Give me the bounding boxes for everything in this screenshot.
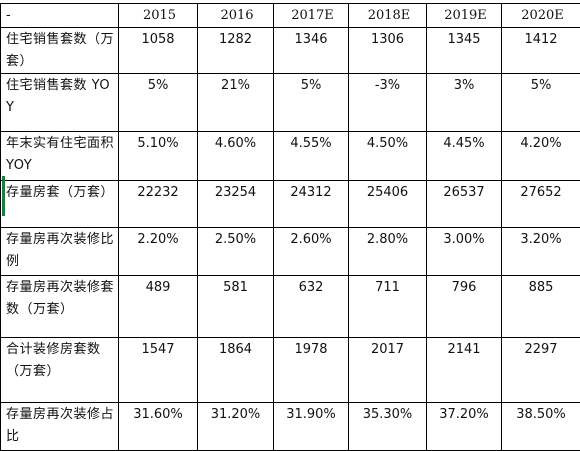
value-cell[interactable]: 26537 — [427, 181, 502, 228]
row-label-cell[interactable]: 合计装修房套数（万套） — [1, 338, 119, 403]
year-header-cell[interactable]: 2019E — [427, 4, 502, 28]
table-row: 合计装修房套数（万套） 1547 1864 1978 2017 2141 229… — [1, 338, 580, 403]
value-cell[interactable]: 4.60% — [198, 132, 274, 181]
value-cell[interactable]: 796 — [427, 276, 502, 338]
value-cell[interactable]: 2297 — [502, 338, 580, 403]
year-header-cell[interactable]: 2020E — [502, 4, 580, 28]
value-cell[interactable]: 1346 — [274, 28, 349, 74]
value-cell[interactable]: 1345 — [427, 28, 502, 74]
value-cell[interactable]: 37.20% — [427, 403, 502, 451]
year-header-cell[interactable]: 2015 — [119, 4, 198, 28]
table-row: 存量房再次装修比例 2.20% 2.50% 2.60% 2.80% 3.00% … — [1, 228, 580, 276]
value-cell[interactable]: 38.50% — [502, 403, 580, 451]
value-cell[interactable]: 2141 — [427, 338, 502, 403]
value-cell[interactable]: 31.90% — [274, 403, 349, 451]
value-cell[interactable]: 581 — [198, 276, 274, 338]
value-cell[interactable]: 3.20% — [502, 228, 580, 276]
value-cell[interactable]: 4.20% — [502, 132, 580, 181]
value-cell[interactable]: 3.00% — [427, 228, 502, 276]
row-label-cell[interactable]: 存量房再次装修比例 — [1, 228, 119, 276]
table-row: 存量房再次装修占比 31.60% 31.20% 31.90% 35.30% 37… — [1, 403, 580, 451]
selected-row-marker — [2, 176, 5, 216]
value-cell[interactable]: 1547 — [119, 338, 198, 403]
value-cell[interactable]: 21% — [198, 74, 274, 132]
value-cell[interactable]: 25406 — [349, 181, 427, 228]
table-row: 住宅销售套数 YOY 5% 21% 5% -3% 3% 5% — [1, 74, 580, 132]
year-header-cell[interactable]: 2017E — [274, 4, 349, 28]
value-cell[interactable]: 24312 — [274, 181, 349, 228]
value-cell[interactable]: 3% — [427, 74, 502, 132]
value-cell[interactable]: 27652 — [502, 181, 580, 228]
header-row: - 2015 2016 2017E 2018E 2019E 2020E — [1, 4, 580, 28]
value-cell[interactable]: 4.55% — [274, 132, 349, 181]
value-cell[interactable]: 1412 — [502, 28, 580, 74]
value-cell[interactable]: 5% — [502, 74, 580, 132]
value-cell[interactable]: 31.60% — [119, 403, 198, 451]
header-corner-cell[interactable]: - — [1, 4, 119, 28]
value-cell[interactable]: 489 — [119, 276, 198, 338]
year-header-cell[interactable]: 2016 — [198, 4, 274, 28]
value-cell[interactable]: 31.20% — [198, 403, 274, 451]
value-cell[interactable]: 23254 — [198, 181, 274, 228]
value-cell[interactable]: 1282 — [198, 28, 274, 74]
value-cell[interactable]: 35.30% — [349, 403, 427, 451]
value-cell[interactable]: 1864 — [198, 338, 274, 403]
value-cell[interactable]: 4.50% — [349, 132, 427, 181]
value-cell[interactable]: 5% — [274, 74, 349, 132]
year-header-cell[interactable]: 2018E — [349, 4, 427, 28]
value-cell[interactable]: -3% — [349, 74, 427, 132]
value-cell[interactable]: 2.50% — [198, 228, 274, 276]
value-cell[interactable]: 1058 — [119, 28, 198, 74]
table-row: 存量房再次装修套数（万套） 489 581 632 711 796 885 — [1, 276, 580, 338]
row-label-cell[interactable]: 住宅销售套数 YOY — [1, 74, 119, 132]
value-cell[interactable]: 632 — [274, 276, 349, 338]
value-cell[interactable]: 5.10% — [119, 132, 198, 181]
table-row: 住宅销售套数（万套） 1058 1282 1346 1306 1345 1412 — [1, 28, 580, 74]
value-cell[interactable]: 1306 — [349, 28, 427, 74]
value-cell[interactable]: 4.45% — [427, 132, 502, 181]
row-label-cell[interactable]: 存量房再次装修占比 — [1, 403, 119, 451]
value-cell[interactable]: 2017 — [349, 338, 427, 403]
value-cell[interactable]: 711 — [349, 276, 427, 338]
row-label-cell[interactable]: 住宅销售套数（万套） — [1, 28, 119, 74]
value-cell[interactable]: 2.60% — [274, 228, 349, 276]
table-row: 年末实有住宅面积YOY 5.10% 4.60% 4.55% 4.50% 4.45… — [1, 132, 580, 181]
row-label-cell[interactable]: 存量房再次装修套数（万套） — [1, 276, 119, 338]
data-table: - 2015 2016 2017E 2018E 2019E 2020E 住宅销售… — [0, 3, 580, 451]
value-cell[interactable]: 2.80% — [349, 228, 427, 276]
table-row: 存量房套（万套） 22232 23254 24312 25406 26537 2… — [1, 181, 580, 228]
value-cell[interactable]: 2.20% — [119, 228, 198, 276]
value-cell[interactable]: 1978 — [274, 338, 349, 403]
row-label-cell[interactable]: 年末实有住宅面积YOY — [1, 132, 119, 181]
row-label-cell[interactable]: 存量房套（万套） — [1, 181, 119, 228]
value-cell[interactable]: 5% — [119, 74, 198, 132]
value-cell[interactable]: 22232 — [119, 181, 198, 228]
value-cell[interactable]: 885 — [502, 276, 580, 338]
